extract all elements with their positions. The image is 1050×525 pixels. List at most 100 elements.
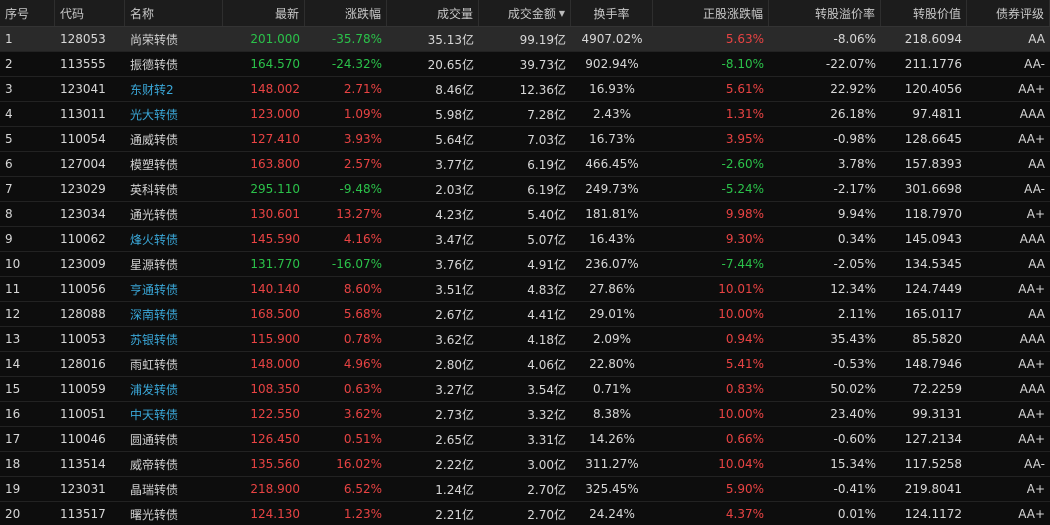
cell-stock-chg: -5.24% [721,182,764,196]
cell-code: 110054 [60,132,106,146]
column-header-volume[interactable]: 成交量 [387,0,479,26]
table-row[interactable]: 15 110059 浦发转债 108.350 0.63% 3.27亿 3.54亿 0.71% 0… [0,377,1050,402]
cell-idx: 5 [5,132,13,146]
cell-rating: AA+ [1018,357,1045,371]
table-row[interactable]: 9 110062 烽火转债 145.590 4.16% 3.47亿 5.07亿 16.43% 9… [0,227,1050,252]
cell-name: 通威转债 [130,132,179,147]
table-row[interactable]: 7 123029 英科转债 295.110 -9.48% 2.03亿 6.19亿 249.73… [0,177,1050,202]
cell-conv-value: 117.5258 [904,457,962,471]
cell-stock-chg: 10.00% [718,407,764,421]
cell-name[interactable]: 深南转债 [130,307,179,322]
cell-conv-value: 124.1172 [904,507,962,521]
cell-name[interactable]: 浦发转债 [130,382,179,397]
cell-amount: 4.91亿 [527,257,566,272]
table-row[interactable]: 13 110053 苏银转债 115.900 0.78% 3.62亿 4.18亿 2.09% 0… [0,327,1050,352]
cell-last: 122.550 [250,407,300,421]
cell-idx: 13 [5,332,21,346]
column-header-name[interactable]: 名称 [125,0,223,26]
table-row[interactable]: 4 113011 光大转债 123.000 1.09% 5.98亿 7.28亿 2.43% 1.… [0,102,1050,127]
table-row[interactable]: 14 128016 雨虹转债 148.000 4.96% 2.80亿 4.06亿 22.80%… [0,352,1050,377]
cell-volume: 5.98亿 [435,107,474,122]
cell-premium: 0.01% [837,507,876,521]
cell-volume: 3.76亿 [435,257,474,272]
column-header-label: 债券评级 [995,6,1044,21]
table-row[interactable]: 6 127004 模塑转债 163.800 2.57% 3.77亿 6.19亿 466.45%… [0,152,1050,177]
table-row[interactable]: 16 110051 中天转债 122.550 3.62% 2.73亿 3.32亿 8.38% 1… [0,402,1050,427]
cell-stock-chg: 10.04% [718,457,764,471]
cell-code: 110059 [60,382,106,396]
cell-chg-pct: 1.23% [343,507,382,521]
cell-chg-pct: 2.71% [343,82,382,96]
cell-rating: AA+ [1018,132,1045,146]
cell-rating: AA- [1024,182,1045,196]
table-row[interactable]: 5 110054 通威转债 127.410 3.93% 5.64亿 7.03亿 16.73% 3… [0,127,1050,152]
sort-desc-icon[interactable]: ▼ [558,8,565,18]
cell-amount: 5.07亿 [527,232,566,247]
cell-volume: 2.22亿 [435,457,474,472]
cell-amount: 7.03亿 [527,132,566,147]
column-header-last[interactable]: 最新 [223,0,305,26]
cell-conv-value: 85.5820 [912,332,962,346]
column-header-rating[interactable]: 债券评级 [967,0,1050,26]
cell-chg-pct: 4.16% [343,232,382,246]
cell-last: 145.590 [250,232,300,246]
cell-stock-chg: 9.98% [725,207,764,221]
table-row[interactable]: 1 128053 尚荣转债 201.000 -35.78% 35.13亿 99.19亿 490… [0,27,1050,52]
table-row[interactable]: 12 128088 深南转债 168.500 5.68% 2.67亿 4.41亿 29.01%… [0,302,1050,327]
cell-code: 127004 [60,157,106,171]
table-row[interactable]: 17 110046 圆通转债 126.450 0.51% 2.65亿 3.31亿 14.26%… [0,427,1050,452]
table-row[interactable]: 18 113514 威帝转债 135.560 16.02% 2.22亿 3.00亿 311.2… [0,452,1050,477]
table-row[interactable]: 8 123034 通光转债 130.601 13.27% 4.23亿 5.40亿 181.81… [0,202,1050,227]
column-header-label: 序号 [5,6,30,21]
cell-turnover: 22.80% [589,357,635,371]
cell-idx: 8 [5,207,13,221]
cell-rating: AAA [1019,107,1045,121]
column-header-label: 换手率 [593,6,630,21]
cell-stock-chg: -8.10% [721,57,764,71]
cell-volume: 3.62亿 [435,332,474,347]
column-header-conv-value[interactable]: 转股价值 [881,0,967,26]
cell-last: 127.410 [250,132,300,146]
cell-rating: AA+ [1018,282,1045,296]
cell-amount: 4.83亿 [527,282,566,297]
cell-idx: 17 [5,432,21,446]
column-header-idx[interactable]: 序号 [0,0,55,26]
cell-rating: AA+ [1018,432,1045,446]
cell-volume: 1.24亿 [435,482,474,497]
table-row[interactable]: 20 113517 曙光转债 124.130 1.23% 2.21亿 2.70亿 24.24%… [0,502,1050,525]
cell-turnover: 0.71% [592,382,632,396]
cell-last: 295.110 [250,182,300,196]
cell-name[interactable]: 烽火转债 [130,232,179,247]
table-row[interactable]: 11 110056 亨通转债 140.140 8.60% 3.51亿 4.83亿 27.86%… [0,277,1050,302]
cell-rating: AA [1028,157,1045,171]
cell-name[interactable]: 光大转债 [130,107,179,122]
cell-code: 110053 [60,332,106,346]
table-row[interactable]: 3 123041 东财转2 148.002 2.71% 8.46亿 12.36亿 16.93%… [0,77,1050,102]
column-header-code[interactable]: 代码 [55,0,125,26]
cell-chg-pct: -24.32% [331,57,382,71]
cell-volume: 2.73亿 [435,407,474,422]
cell-name[interactable]: 苏银转债 [130,332,179,347]
cell-last: 126.450 [250,432,300,446]
cell-name: 振德转债 [130,57,179,72]
cell-name: 通光转债 [130,207,179,222]
cell-stock-chg: -7.44% [721,257,764,271]
cell-name[interactable]: 亨通转债 [130,282,179,297]
column-header-amount[interactable]: 成交金额 ▼ [479,0,571,26]
cell-conv-value: 97.4811 [912,107,962,121]
cell-chg-pct: 2.57% [343,157,382,171]
column-header-chg-pct[interactable]: 涨跌幅 [305,0,387,26]
column-header-premium[interactable]: 转股溢价率 [769,0,881,26]
cell-last: 218.900 [250,482,300,496]
cell-stock-chg: 5.90% [725,482,764,496]
column-header-stock-chg[interactable]: 正股涨跌幅 [653,0,769,26]
cell-name[interactable]: 东财转2 [130,82,174,97]
column-header-label: 代码 [60,6,85,21]
table-row[interactable]: 19 123031 晶瑞转债 218.900 6.52% 1.24亿 2.70亿 325.45… [0,477,1050,502]
table-row[interactable]: 2 113555 振德转债 164.570 -24.32% 20.65亿 39.73亿 902… [0,52,1050,77]
cell-name[interactable]: 中天转债 [130,407,179,422]
cell-code: 123009 [60,257,106,271]
table-row[interactable]: 10 123009 星源转债 131.770 -16.07% 3.76亿 4.91亿 236.… [0,252,1050,277]
cell-code: 113517 [60,507,106,521]
column-header-turnover[interactable]: 换手率 [571,0,653,26]
